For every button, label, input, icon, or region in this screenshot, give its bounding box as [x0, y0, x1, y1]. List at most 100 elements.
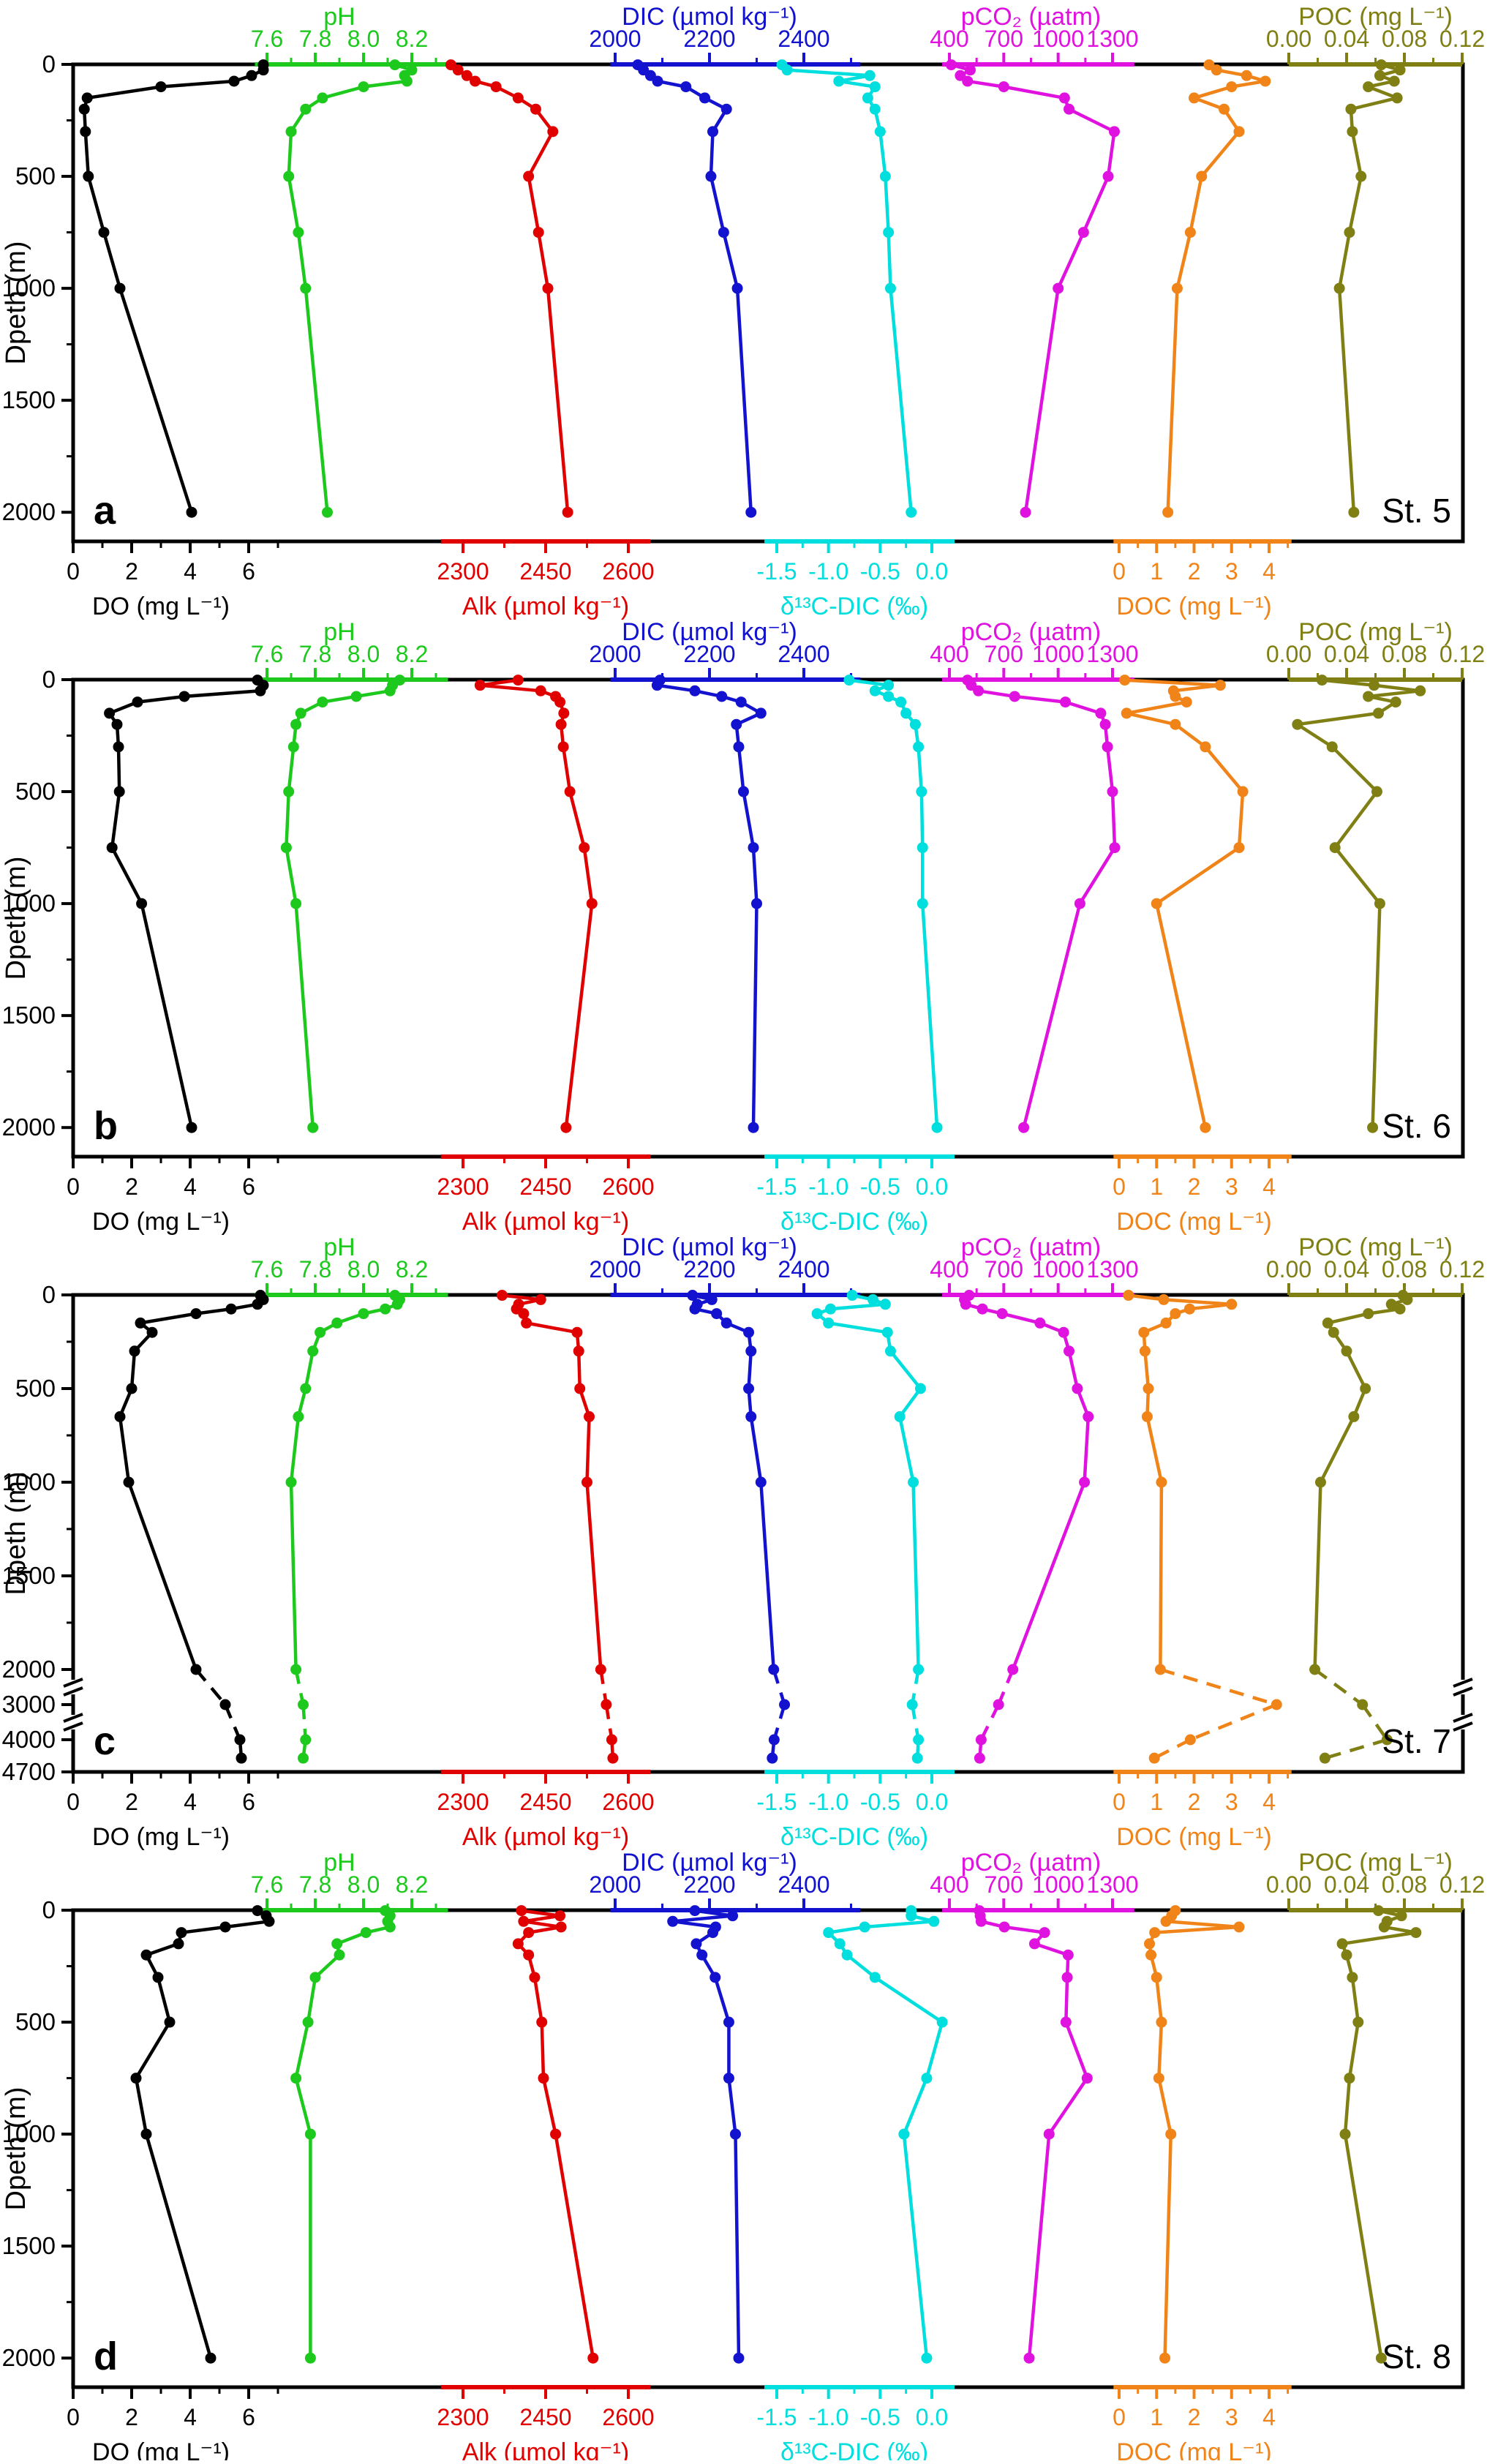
- svg-text:8.2: 8.2: [396, 1871, 428, 1898]
- svg-text:2600: 2600: [602, 2404, 654, 2430]
- series-doc-b: [1119, 675, 1249, 1133]
- series-d13c-a: [776, 59, 917, 518]
- svg-text:8.0: 8.0: [347, 1256, 380, 1282]
- svg-text:2: 2: [125, 558, 138, 585]
- svg-text:0: 0: [42, 1896, 56, 1923]
- panel-d: 0 500 1000 1500 2000 Dpeth (m) 0 2 4 6 DO (mg L⁻¹)…: [1, 1849, 1485, 2464]
- series-doc-a: [1162, 59, 1271, 518]
- svg-text:2300: 2300: [437, 1789, 489, 1815]
- svg-text:0: 0: [67, 558, 80, 585]
- svg-text:2400: 2400: [778, 1871, 829, 1898]
- svg-text:1000: 1000: [2, 890, 56, 917]
- series-do-c: [114, 1290, 269, 1764]
- svg-text:0: 0: [42, 50, 56, 78]
- axis-title-doc: DOC (mg L⁻¹): [1116, 1823, 1272, 1851]
- axis-title-d13c: δ¹³C-DIC (‰): [780, 1823, 928, 1851]
- series-pco2-b: [962, 675, 1121, 1133]
- svg-text:0.0: 0.0: [916, 558, 948, 585]
- svg-text:2000: 2000: [589, 26, 641, 52]
- svg-text:-1.0: -1.0: [808, 1173, 848, 1200]
- svg-text:400: 400: [930, 1871, 968, 1898]
- svg-text:1300: 1300: [1086, 1871, 1138, 1898]
- axis-title-alk: Alk (µmol kg⁻¹): [462, 1208, 629, 1236]
- svg-text:2300: 2300: [437, 2404, 489, 2430]
- panel-letter-b: b: [94, 1104, 118, 1148]
- svg-text:6: 6: [242, 1173, 255, 1200]
- svg-text:500: 500: [15, 2008, 56, 2035]
- svg-text:3: 3: [1225, 558, 1238, 585]
- svg-text:-1.5: -1.5: [756, 1173, 797, 1200]
- series-alk-c: [496, 1290, 619, 1764]
- series-pco2-a: [945, 59, 1120, 518]
- svg-text:0.12: 0.12: [1439, 641, 1485, 667]
- svg-text:8.0: 8.0: [347, 641, 380, 667]
- series-doc-c: [1123, 1290, 1282, 1764]
- series-ph-a: [283, 59, 418, 518]
- series-do-d: [130, 1905, 275, 2364]
- svg-text:0: 0: [67, 1173, 80, 1200]
- svg-text:2: 2: [1188, 1173, 1201, 1200]
- series-d13c-d: [823, 1905, 948, 2364]
- svg-text:1000: 1000: [1032, 641, 1084, 667]
- svg-text:1500: 1500: [2, 386, 56, 413]
- svg-text:0.12: 0.12: [1439, 1871, 1485, 1898]
- series-pco2-d: [974, 1905, 1093, 2364]
- svg-text:7.8: 7.8: [299, 1871, 331, 1898]
- axis-title-alk: Alk (µmol kg⁻¹): [462, 1823, 629, 1851]
- svg-text:0.08: 0.08: [1382, 1871, 1427, 1898]
- svg-text:0.00: 0.00: [1266, 1256, 1311, 1282]
- station-label-d: St. 8: [1382, 2337, 1451, 2375]
- series-pco2-c: [959, 1290, 1094, 1764]
- svg-text:0.12: 0.12: [1439, 1256, 1485, 1282]
- axis-title-dic: DIC (µmol kg⁻¹): [622, 1849, 797, 1877]
- svg-text:700: 700: [985, 641, 1023, 667]
- series-poc-d: [1336, 1905, 1422, 2364]
- svg-text:2600: 2600: [602, 1789, 654, 1815]
- station-label-a: St. 5: [1382, 492, 1451, 530]
- series-d13c-b: [843, 675, 943, 1133]
- svg-text:2300: 2300: [437, 558, 489, 585]
- series-alk-a: [445, 59, 573, 518]
- svg-text:0: 0: [42, 666, 56, 693]
- axis-title-do: DO (mg L⁻¹): [92, 1823, 230, 1851]
- svg-text:2200: 2200: [683, 26, 735, 52]
- svg-text:0.04: 0.04: [1324, 1871, 1369, 1898]
- svg-text:1500: 1500: [2, 1562, 56, 1589]
- svg-text:7.8: 7.8: [299, 641, 331, 667]
- svg-text:400: 400: [930, 641, 968, 667]
- axis-title-d13c: δ¹³C-DIC (‰): [780, 593, 928, 620]
- svg-text:0.0: 0.0: [916, 2404, 948, 2430]
- series-alk-d: [512, 1905, 599, 2364]
- axis-title-do: DO (mg L⁻¹): [92, 2438, 230, 2460]
- axis-title-ph: pH: [323, 3, 355, 31]
- svg-text:700: 700: [985, 26, 1023, 52]
- station-label-c: St. 7: [1382, 1722, 1451, 1760]
- svg-text:0: 0: [1113, 2404, 1126, 2430]
- svg-text:0.04: 0.04: [1324, 26, 1369, 52]
- y-axis-title: Dpeth (m): [1, 241, 31, 365]
- axis-title-ph: pH: [323, 1849, 355, 1877]
- svg-text:1300: 1300: [1086, 1256, 1138, 1282]
- svg-text:-1.0: -1.0: [808, 1789, 848, 1815]
- svg-text:2450: 2450: [519, 1789, 571, 1815]
- series-doc-d: [1144, 1905, 1245, 2364]
- series-dic-a: [632, 59, 757, 518]
- svg-text:7.8: 7.8: [299, 26, 331, 52]
- svg-text:400: 400: [930, 26, 968, 52]
- series-alk-b: [474, 675, 598, 1133]
- svg-text:4: 4: [184, 1173, 197, 1200]
- panel-letter-a: a: [94, 489, 116, 533]
- svg-text:-0.5: -0.5: [860, 1173, 900, 1200]
- svg-text:-1.0: -1.0: [808, 558, 848, 585]
- svg-text:-1.0: -1.0: [808, 2404, 848, 2430]
- svg-text:0.08: 0.08: [1382, 641, 1427, 667]
- series-poc-c: [1309, 1290, 1413, 1764]
- svg-text:2: 2: [125, 1789, 138, 1815]
- axis-title-pco2: pCO₂ (µatm): [961, 1849, 1101, 1877]
- svg-text:2000: 2000: [2, 1656, 56, 1683]
- svg-text:400: 400: [930, 1256, 968, 1282]
- svg-text:4: 4: [1262, 558, 1276, 585]
- svg-text:700: 700: [985, 1871, 1023, 1898]
